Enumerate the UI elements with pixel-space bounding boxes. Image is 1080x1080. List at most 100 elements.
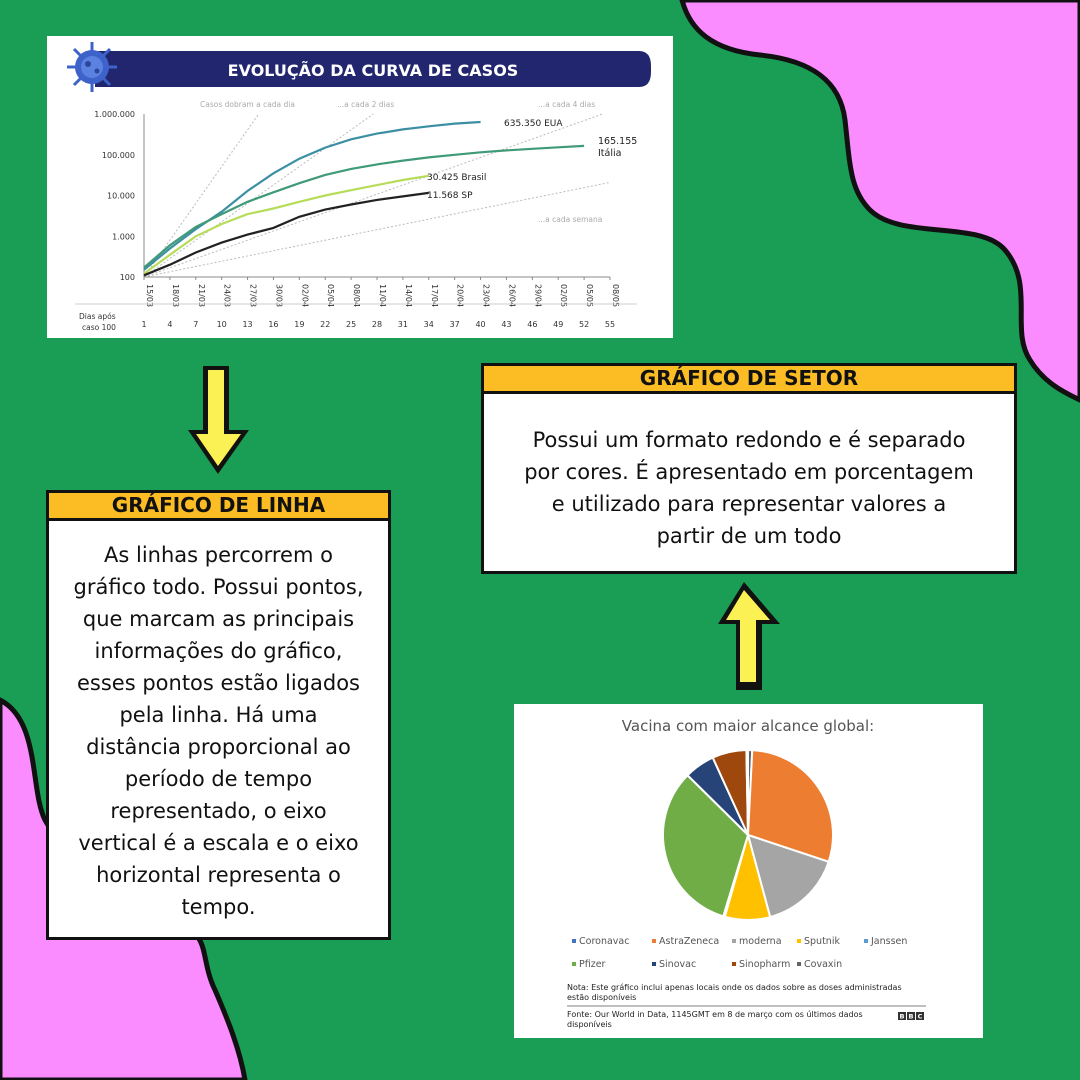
x-tick-label: 20/04 xyxy=(456,284,465,307)
x-tick-label: 02/04 xyxy=(300,284,309,307)
day-tick-label: 43 xyxy=(501,320,511,329)
day-tick-label: 13 xyxy=(242,320,252,329)
guide-label-4: ...a cada semana xyxy=(538,215,602,224)
x-tick-label: 14/04 xyxy=(404,284,413,307)
day-tick-label: 55 xyxy=(605,320,615,329)
day-tick-label: 10 xyxy=(217,320,227,329)
doubling-guide-lines xyxy=(143,113,611,278)
legend-label-sinopharm: Sinopharm xyxy=(739,959,790,970)
bbc-logo: B B C xyxy=(898,1012,924,1021)
pie-note-line1: Nota: Este gráfico inclui apenas locais … xyxy=(567,983,902,992)
day-tick-label: 16 xyxy=(268,320,278,329)
series-line-itália xyxy=(143,144,585,269)
guide-line xyxy=(143,113,374,278)
day-tick-label: 4 xyxy=(167,320,172,329)
day-tick-label: 46 xyxy=(527,320,537,329)
title-banner xyxy=(95,51,651,87)
y-tick-labels: 100 1.000 10.000 100.000 1.000.000 xyxy=(94,110,135,282)
day-tick-label: 52 xyxy=(579,320,589,329)
svg-text:B: B xyxy=(909,1013,914,1021)
label-brasil: 30.425 Brasil xyxy=(427,173,486,183)
pie-slice-pfizer xyxy=(662,773,750,918)
legend-swatch-astrazeneca xyxy=(652,939,656,943)
grafico-setor-title: GRÁFICO DE SETOR xyxy=(484,366,1014,394)
pie-slice-coronavac xyxy=(745,748,749,836)
day-tick-label: 25 xyxy=(346,320,356,329)
x-tick-label: 08/04 xyxy=(352,284,361,307)
pie-note: Nota: Este gráfico inclui apenas locais … xyxy=(567,983,904,1002)
day-tick-label: 28 xyxy=(372,320,382,329)
legend-label-covaxin: Covaxin xyxy=(804,959,842,970)
x-tick-label: 23/04 xyxy=(482,284,491,307)
pie-source: Fonte: Our World in Data, 1145GMT em 8 d… xyxy=(567,1010,865,1029)
pie-legend: Coronavac AstraZeneca moderna Sputnik Jansse… xyxy=(572,936,907,970)
x-tick-label: 21/03 xyxy=(197,284,206,307)
legend-swatch-covaxin xyxy=(797,962,801,966)
pie-note-line2: estão disponíveis xyxy=(567,993,636,1002)
legend-swatch-sinopharm xyxy=(732,962,736,966)
grafico-linha-text: As linhas percorrem o gráfico todo. Poss… xyxy=(73,543,364,919)
x-tick-label: 26/04 xyxy=(507,284,516,307)
legend-swatch-sinovac xyxy=(652,962,656,966)
label-italia-name: Itália xyxy=(598,148,621,159)
x-tick-labels: 15/03 18/03 21/03 24/03 27/03 30/03 02/04 05/04… xyxy=(143,277,620,307)
legend-label-sinovac: Sinovac xyxy=(659,959,696,970)
legend-swatch-coronavac xyxy=(572,939,576,943)
day-tick-label: 7 xyxy=(193,320,198,329)
coronavirus-icon xyxy=(67,42,117,92)
x-tick-label: 18/03 xyxy=(171,284,180,307)
day-tick-label: 31 xyxy=(398,320,408,329)
legend-swatch-janssen xyxy=(864,939,868,943)
legend-label-coronavac: Coronavac xyxy=(579,936,629,947)
label-italia-value: 165.155 xyxy=(598,136,637,147)
pie-slice-moderna xyxy=(746,833,830,919)
grafico-setor-card: GRÁFICO DE SETOR Possui um formato redon… xyxy=(481,363,1017,574)
x-tick-label: 05/05 xyxy=(585,284,594,307)
line-chart: EVOLUÇÃO DA CURVA DE CASOS Casos dobram … xyxy=(67,42,651,332)
grafico-linha-title: GRÁFICO DE LINHA xyxy=(49,493,388,521)
day-tick-label: 34 xyxy=(424,320,434,329)
guide-line xyxy=(143,113,603,278)
up-arrow xyxy=(718,582,780,690)
x-tick-label: 05/04 xyxy=(326,284,335,307)
pie-slices xyxy=(662,748,834,921)
x-tick-label: 24/03 xyxy=(223,284,232,307)
legend-label-pfizer: Pfizer xyxy=(579,959,606,970)
legend-swatch-pfizer xyxy=(572,962,576,966)
pie-chart-panel: Vacina com maior alcance global: Coronav… xyxy=(514,704,983,1038)
svg-text:B: B xyxy=(900,1013,905,1021)
pie-slice-astrazeneca xyxy=(746,749,834,864)
down-arrow xyxy=(188,366,249,474)
day-tick-label: 40 xyxy=(475,320,485,329)
y-tick-label: 100.000 xyxy=(102,151,135,160)
pie-chart: Vacina com maior alcance global: Coronav… xyxy=(567,717,926,1029)
series-line-brasil xyxy=(143,174,429,275)
legend-label-astrazeneca: AstraZeneca xyxy=(659,936,719,947)
y-tick-label: 1.000.000 xyxy=(94,110,135,119)
day-tick-label: 1 xyxy=(141,320,146,329)
pie-source-line2: disponíveis xyxy=(567,1020,612,1029)
legend-label-sputnik: Sputnik xyxy=(804,936,840,947)
x-tick-label: 29/04 xyxy=(533,284,542,307)
guide-label-3: ...a cada 4 dias xyxy=(538,100,595,109)
y-tick-label: 1.000 xyxy=(112,232,135,241)
grafico-setor-text: Possui um formato redondo e é separado p… xyxy=(524,428,974,548)
legend-swatch-moderna xyxy=(732,939,736,943)
x-tick-label: 08/05 xyxy=(611,284,620,307)
legend-label-moderna: moderna xyxy=(739,936,782,947)
top-right-blob xyxy=(679,0,1080,403)
pie-title: Vacina com maior alcance global: xyxy=(622,717,874,735)
legend-label-janssen: Janssen xyxy=(870,936,907,947)
x-tick-label: 15/03 xyxy=(145,284,154,307)
series-lines xyxy=(143,120,585,277)
row-label-line2: caso 100 xyxy=(82,323,116,332)
line-chart-panel: EVOLUÇÃO DA CURVA DE CASOS Casos dobram … xyxy=(47,36,673,338)
banner-title: EVOLUÇÃO DA CURVA DE CASOS xyxy=(228,61,519,80)
pie-source-line1: Fonte: Our World in Data, 1145GMT em 8 d… xyxy=(567,1010,863,1019)
x-tick-label: 27/03 xyxy=(249,284,258,307)
x-tick-label: 11/04 xyxy=(378,284,387,307)
day-tick-label: 19 xyxy=(294,320,304,329)
day-tick-label: 49 xyxy=(553,320,563,329)
legend-swatch-sputnik xyxy=(797,939,801,943)
guide-line xyxy=(143,181,611,278)
